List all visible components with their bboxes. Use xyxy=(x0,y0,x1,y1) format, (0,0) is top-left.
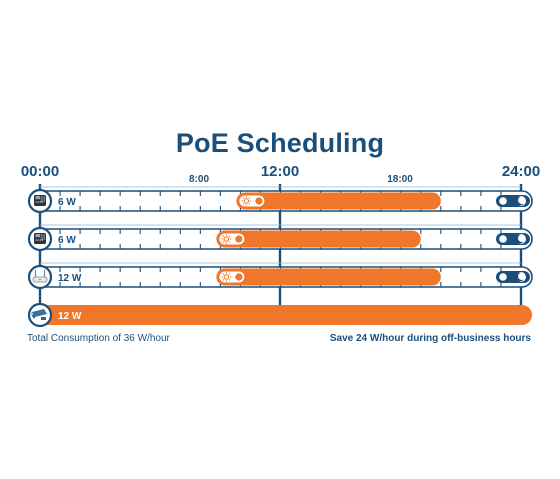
device-row: 6 W xyxy=(27,186,533,214)
power-label: 6 W xyxy=(58,197,76,208)
moon-icon xyxy=(515,272,524,282)
moon-icon xyxy=(515,234,524,244)
camera-icon xyxy=(27,302,53,328)
sun-icon xyxy=(221,234,232,244)
power-label: 12 W xyxy=(58,273,82,284)
device-row: 6 W xyxy=(27,224,533,252)
sun-icon xyxy=(221,272,232,282)
rows-layer: 6 W 6 W 12 W 12 W xyxy=(27,186,533,328)
night-toggle xyxy=(496,195,530,207)
day-toggle xyxy=(219,271,245,283)
footer-total-consumption: Total Consumption of 36 W/hour xyxy=(27,333,170,344)
power-label: 6 W xyxy=(58,235,76,246)
phone-icon xyxy=(27,188,53,214)
time-label-end: 24:00 xyxy=(501,163,541,180)
day-toggle xyxy=(219,233,245,245)
moon-icon xyxy=(515,196,524,206)
phone-icon xyxy=(27,226,53,252)
power-label: 12 W xyxy=(58,311,82,322)
day-toggle xyxy=(239,195,265,207)
time-label-noon: 12:00 xyxy=(260,163,300,180)
night-toggle xyxy=(496,233,530,245)
access-point-icon xyxy=(27,264,53,290)
sun-icon xyxy=(241,196,252,206)
time-label-start: 00:00 xyxy=(20,163,60,180)
time-label-evening: 18:00 xyxy=(387,174,413,185)
time-label-morning: 8:00 xyxy=(188,174,210,185)
device-row: 12 W xyxy=(27,262,533,290)
night-toggle xyxy=(496,271,530,283)
footer-savings: Save 24 W/hour during off-business hours xyxy=(329,333,531,344)
device-row: 12 W xyxy=(27,302,532,328)
page-title: PoE Scheduling xyxy=(175,128,385,158)
